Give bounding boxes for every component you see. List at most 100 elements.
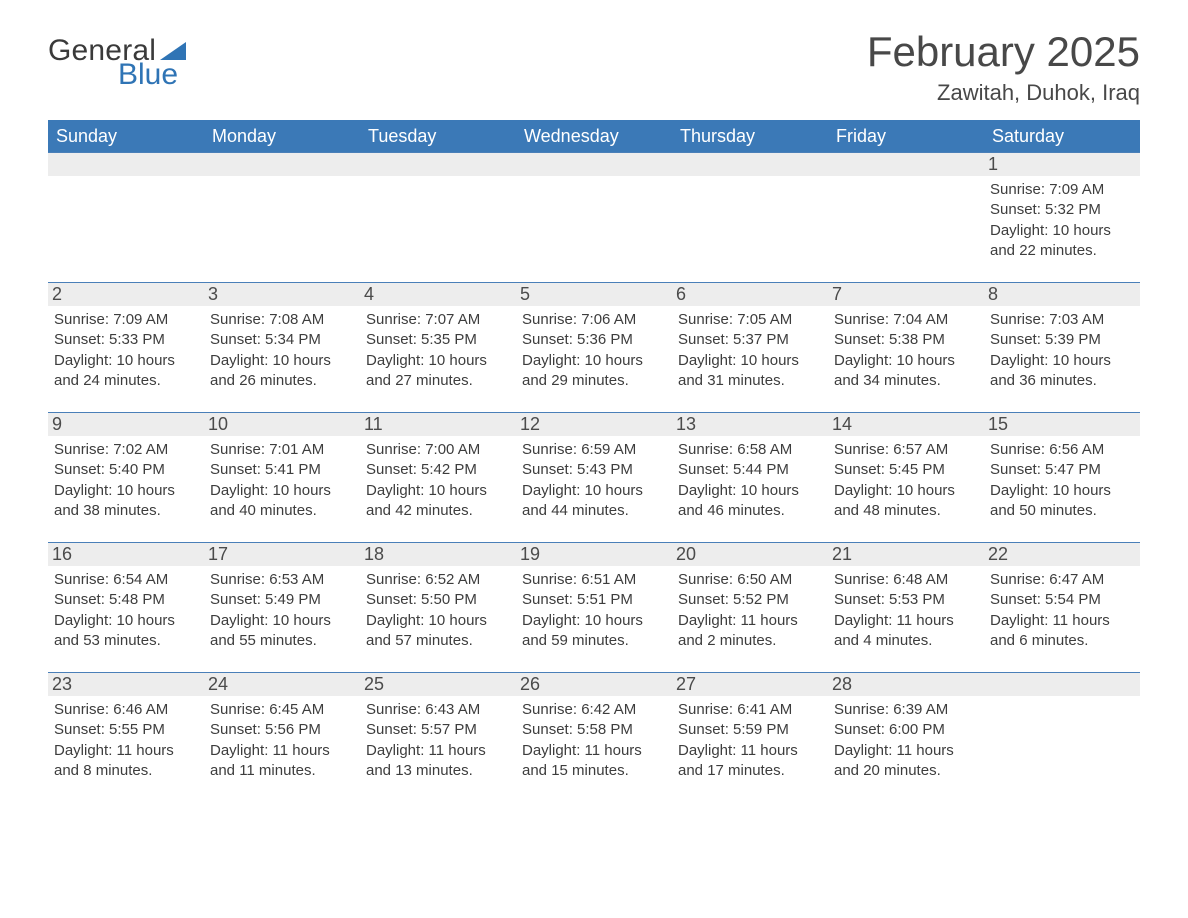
day-number: 16 [48,542,204,566]
day-details [52,176,198,180]
weekday-saturday: Saturday [984,120,1140,152]
weekday-thursday: Thursday [672,120,828,152]
day-number [984,672,1140,696]
day-details: Sunrise: 6:58 AMSunset: 5:44 PMDaylight:… [676,436,822,521]
calendar-day [516,152,672,282]
sunrise-text: Sunrise: 6:47 AM [990,570,1132,590]
day-number: 20 [672,542,828,566]
daylight-text: Daylight: 10 hours and 44 minutes. [522,481,664,522]
calendar-week: 1Sunrise: 7:09 AMSunset: 5:32 PMDaylight… [48,152,1140,282]
sunrise-text: Sunrise: 6:43 AM [366,700,508,720]
calendar-day: 28Sunrise: 6:39 AMSunset: 6:00 PMDayligh… [828,672,984,802]
daylight-text: Daylight: 10 hours and 26 minutes. [210,351,352,392]
day-number [672,152,828,176]
sunrise-text: Sunrise: 6:39 AM [834,700,976,720]
calendar-day [360,152,516,282]
day-number: 10 [204,412,360,436]
day-number: 8 [984,282,1140,306]
calendar-day [672,152,828,282]
sunrise-text: Sunrise: 6:46 AM [54,700,196,720]
daylight-text: Daylight: 10 hours and 29 minutes. [522,351,664,392]
calendar-day: 12Sunrise: 6:59 AMSunset: 5:43 PMDayligh… [516,412,672,542]
sunset-text: Sunset: 5:41 PM [210,460,352,480]
calendar-week: 23Sunrise: 6:46 AMSunset: 5:55 PMDayligh… [48,672,1140,802]
sunrise-text: Sunrise: 6:42 AM [522,700,664,720]
day-number: 22 [984,542,1140,566]
day-number: 26 [516,672,672,696]
day-details: Sunrise: 6:51 AMSunset: 5:51 PMDaylight:… [520,566,666,651]
sunrise-text: Sunrise: 7:08 AM [210,310,352,330]
day-details: Sunrise: 7:03 AMSunset: 5:39 PMDaylight:… [988,306,1134,391]
day-number: 4 [360,282,516,306]
day-number: 27 [672,672,828,696]
daylight-text: Daylight: 10 hours and 31 minutes. [678,351,820,392]
daylight-text: Daylight: 10 hours and 24 minutes. [54,351,196,392]
day-number [204,152,360,176]
weekday-tuesday: Tuesday [360,120,516,152]
sunset-text: Sunset: 5:57 PM [366,720,508,740]
daylight-text: Daylight: 11 hours and 8 minutes. [54,741,196,782]
sunset-text: Sunset: 5:59 PM [678,720,820,740]
day-number [516,152,672,176]
sunrise-text: Sunrise: 6:53 AM [210,570,352,590]
sunset-text: Sunset: 5:42 PM [366,460,508,480]
sunset-text: Sunset: 5:49 PM [210,590,352,610]
sunrise-text: Sunrise: 6:51 AM [522,570,664,590]
sunrise-text: Sunrise: 6:56 AM [990,440,1132,460]
sunset-text: Sunset: 5:34 PM [210,330,352,350]
sunset-text: Sunset: 5:50 PM [366,590,508,610]
daylight-text: Daylight: 10 hours and 57 minutes. [366,611,508,652]
sunrise-text: Sunrise: 6:52 AM [366,570,508,590]
sunset-text: Sunset: 5:51 PM [522,590,664,610]
weekday-sunday: Sunday [48,120,204,152]
day-number: 3 [204,282,360,306]
calendar-day: 26Sunrise: 6:42 AMSunset: 5:58 PMDayligh… [516,672,672,802]
day-details: Sunrise: 6:54 AMSunset: 5:48 PMDaylight:… [52,566,198,651]
day-details: Sunrise: 6:57 AMSunset: 5:45 PMDaylight:… [832,436,978,521]
calendar-day: 3 Sunrise: 7:08 AMSunset: 5:34 PMDaylight… [204,282,360,412]
sunset-text: Sunset: 5:38 PM [834,330,976,350]
day-details: Sunrise: 6:52 AMSunset: 5:50 PMDaylight:… [364,566,510,651]
daylight-text: Daylight: 11 hours and 15 minutes. [522,741,664,782]
day-details: Sunrise: 6:45 AMSunset: 5:56 PMDaylight:… [208,696,354,781]
calendar-day: 22Sunrise: 6:47 AMSunset: 5:54 PMDayligh… [984,542,1140,672]
daylight-text: Daylight: 10 hours and 38 minutes. [54,481,196,522]
calendar-day: 16Sunrise: 6:54 AMSunset: 5:48 PMDayligh… [48,542,204,672]
sunset-text: Sunset: 5:53 PM [834,590,976,610]
daylight-text: Daylight: 10 hours and 40 minutes. [210,481,352,522]
day-details: Sunrise: 6:48 AMSunset: 5:53 PMDaylight:… [832,566,978,651]
calendar-day: 18Sunrise: 6:52 AMSunset: 5:50 PMDayligh… [360,542,516,672]
calendar-day: 23Sunrise: 6:46 AMSunset: 5:55 PMDayligh… [48,672,204,802]
day-details: Sunrise: 7:09 AMSunset: 5:32 PMDaylight:… [988,176,1134,261]
sunset-text: Sunset: 5:55 PM [54,720,196,740]
sunrise-text: Sunrise: 6:50 AM [678,570,820,590]
sunset-text: Sunset: 5:52 PM [678,590,820,610]
sunset-text: Sunset: 5:44 PM [678,460,820,480]
sunset-text: Sunset: 5:40 PM [54,460,196,480]
location-subtitle: Zawitah, Duhok, Iraq [867,80,1140,106]
daylight-text: Daylight: 10 hours and 42 minutes. [366,481,508,522]
sunrise-text: Sunrise: 7:02 AM [54,440,196,460]
calendar-day: 6Sunrise: 7:05 AMSunset: 5:37 PMDaylight… [672,282,828,412]
daylight-text: Daylight: 11 hours and 13 minutes. [366,741,508,782]
daylight-text: Daylight: 10 hours and 22 minutes. [990,221,1132,262]
day-details [364,176,510,180]
calendar-day [48,152,204,282]
calendar-day: 14Sunrise: 6:57 AMSunset: 5:45 PMDayligh… [828,412,984,542]
calendar-day: 10 Sunrise: 7:01 AMSunset: 5:41 PMDayligh… [204,412,360,542]
calendar-day [204,152,360,282]
sunrise-text: Sunrise: 6:48 AM [834,570,976,590]
calendar-day: 7Sunrise: 7:04 AMSunset: 5:38 PMDaylight… [828,282,984,412]
sunrise-text: Sunrise: 7:01 AM [210,440,352,460]
day-number: 11 [360,412,516,436]
calendar-day: 8Sunrise: 7:03 AMSunset: 5:39 PMDaylight… [984,282,1140,412]
daylight-text: Daylight: 10 hours and 59 minutes. [522,611,664,652]
sunset-text: Sunset: 5:45 PM [834,460,976,480]
day-number: 17 [204,542,360,566]
calendar-day: 25Sunrise: 6:43 AMSunset: 5:57 PMDayligh… [360,672,516,802]
sunset-text: Sunset: 5:33 PM [54,330,196,350]
day-number: 5 [516,282,672,306]
sunset-text: Sunset: 5:48 PM [54,590,196,610]
calendar-day: 27Sunrise: 6:41 AMSunset: 5:59 PMDayligh… [672,672,828,802]
calendar: Sunday Monday Tuesday Wednesday Thursday… [48,120,1140,802]
